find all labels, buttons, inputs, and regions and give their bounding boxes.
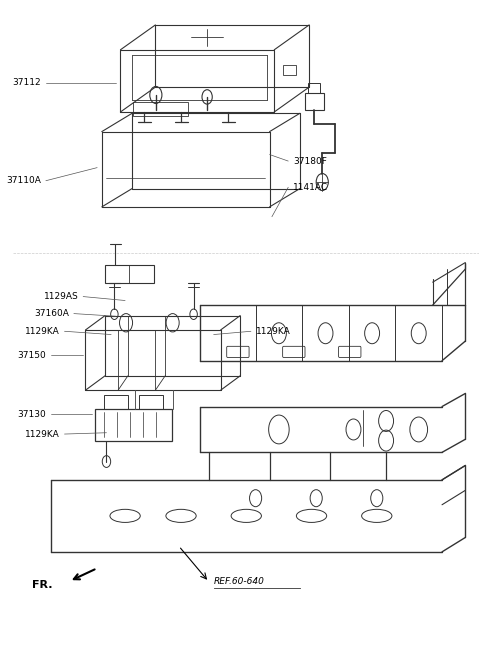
Text: 1129KA: 1129KA xyxy=(255,327,290,336)
Bar xyxy=(308,83,320,93)
Bar xyxy=(104,395,128,409)
Bar xyxy=(105,264,154,283)
Text: 37112: 37112 xyxy=(12,78,41,87)
Text: FR.: FR. xyxy=(32,580,52,590)
Bar xyxy=(283,65,296,75)
Text: 1129KA: 1129KA xyxy=(25,430,60,439)
Text: 1141AC: 1141AC xyxy=(293,183,328,192)
Bar xyxy=(132,102,189,116)
Text: REF.60-640: REF.60-640 xyxy=(214,577,264,586)
Bar xyxy=(95,409,172,441)
Text: 1129KA: 1129KA xyxy=(25,327,60,336)
Text: 37160A: 37160A xyxy=(34,309,69,318)
Text: 37110A: 37110A xyxy=(6,176,41,185)
Text: 37130: 37130 xyxy=(17,410,46,419)
Text: 37150: 37150 xyxy=(17,351,46,360)
Text: 1129AS: 1129AS xyxy=(44,292,79,301)
Bar xyxy=(304,93,324,110)
Bar xyxy=(139,395,163,409)
Text: 37180F: 37180F xyxy=(293,157,327,165)
